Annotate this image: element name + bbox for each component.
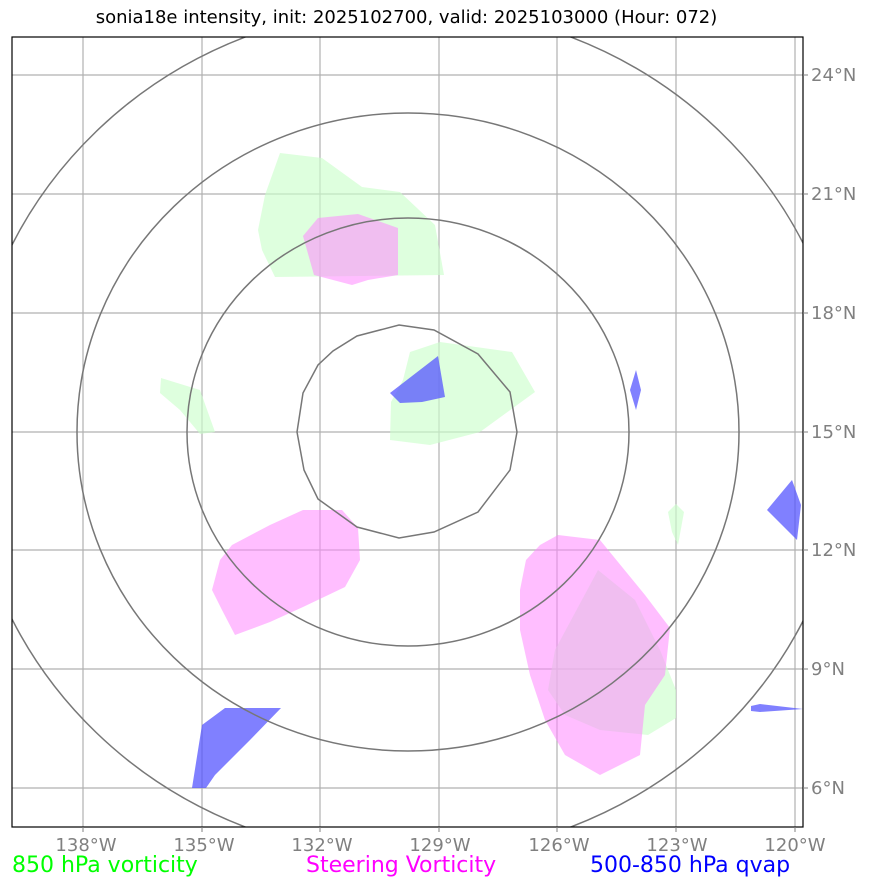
lat-tick-label: 15°N bbox=[811, 422, 856, 443]
lon-tick-label: 129°W bbox=[409, 835, 470, 856]
range-rings bbox=[12, 37, 803, 827]
lat-tick-label: 24°N bbox=[811, 65, 856, 86]
steering-vorticity-area bbox=[520, 535, 670, 775]
vorticity-850-area bbox=[668, 504, 684, 545]
legend-qvap: 500-850 hPa qvap bbox=[590, 853, 791, 878]
lon-tick-label: 138°W bbox=[55, 835, 116, 856]
lat-tick-label: 12°N bbox=[811, 540, 856, 561]
lon-tick-label: 135°W bbox=[173, 835, 234, 856]
steering-vorticity-area bbox=[303, 214, 398, 285]
steering-vorticity-contours bbox=[212, 214, 670, 775]
lon-tick-label: 126°W bbox=[528, 835, 589, 856]
qvap-area bbox=[751, 704, 803, 712]
lon-tick-label: 132°W bbox=[291, 835, 352, 856]
qvap-area bbox=[767, 480, 801, 540]
lat-tick-label: 9°N bbox=[811, 659, 845, 680]
qvap-contours bbox=[192, 356, 803, 788]
lon-tick-labels: 138°W 135°W 132°W 129°W 126°W 123°W 120°… bbox=[55, 835, 825, 856]
range-ring-1 bbox=[296, 324, 518, 539]
qvap-area bbox=[630, 370, 641, 410]
lat-tick-label: 6°N bbox=[811, 778, 845, 799]
range-ring-3 bbox=[76, 112, 740, 752]
qvap-area bbox=[192, 708, 281, 788]
lon-tick-label: 120°W bbox=[764, 835, 825, 856]
lon-tick-label: 123°W bbox=[646, 835, 707, 856]
map-title: sonia18e intensity, init: 2025102700, va… bbox=[95, 7, 718, 28]
lat-tick-label: 21°N bbox=[811, 184, 856, 205]
qvap-area bbox=[390, 356, 445, 403]
lat-tick-labels: 24°N 21°N 18°N 15°N 12°N 9°N 6°N bbox=[811, 65, 856, 799]
steering-vorticity-area bbox=[212, 510, 360, 635]
tick-marks bbox=[82, 74, 808, 832]
legend-steering-vorticity: Steering Vorticity bbox=[306, 853, 497, 878]
vorticity-850-area bbox=[160, 378, 215, 434]
legend-850-vorticity: 850 hPa vorticity bbox=[12, 853, 198, 878]
lat-tick-label: 18°N bbox=[811, 303, 856, 324]
range-ring-2 bbox=[186, 217, 630, 647]
